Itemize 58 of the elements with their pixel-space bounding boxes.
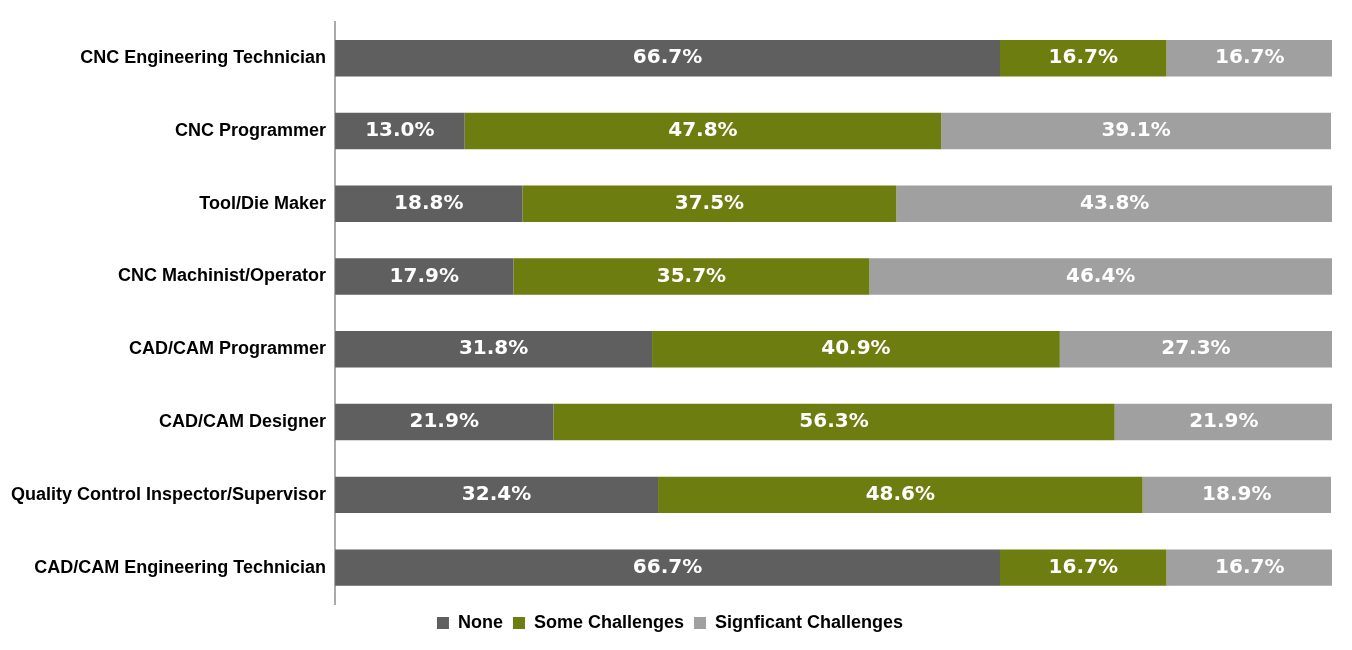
data-label: 16.7% — [1215, 44, 1285, 69]
data-label: 27.3% — [1161, 335, 1231, 360]
bar — [1114, 403, 1332, 441]
data-label: 18.8% — [394, 189, 464, 214]
data-label: 47.8% — [668, 117, 738, 142]
data-label: 13.0% — [365, 117, 435, 142]
y-tick-label: CAD/CAM Designer — [159, 411, 327, 432]
bar — [658, 476, 1143, 514]
bar — [335, 403, 554, 441]
bar — [335, 549, 1001, 586]
data-label: 56.3% — [799, 408, 869, 433]
data-label: 35.7% — [656, 262, 727, 287]
data-label: 43.8% — [1079, 189, 1150, 214]
bar — [335, 39, 1001, 77]
bar — [335, 258, 514, 295]
bar — [941, 112, 1331, 150]
data-label: 21.9% — [409, 408, 479, 433]
y-tick-label: Tool/Die Maker — [199, 192, 327, 213]
bar — [335, 331, 653, 368]
bar — [464, 112, 942, 150]
bar — [1166, 39, 1332, 77]
data-label: 18.9% — [1202, 481, 1272, 506]
data-label: 16.7% — [1215, 553, 1285, 578]
data-label: 16.7% — [1048, 553, 1118, 578]
bar — [1000, 39, 1167, 77]
bar — [1000, 549, 1167, 586]
data-label: 48.6% — [865, 481, 936, 506]
bar — [1166, 549, 1332, 586]
y-tick-label: CNC Machinist/Operator — [118, 265, 327, 286]
data-label: 66.7% — [632, 553, 703, 578]
bar — [652, 331, 1060, 368]
y-tick-label: CNC Programmer — [175, 119, 327, 140]
y-tick-label: CAD/CAM Programmer — [129, 338, 327, 359]
bar — [1059, 331, 1332, 368]
bar — [896, 185, 1332, 222]
legend-label: Signficant Challenges — [715, 611, 904, 632]
bar — [335, 476, 659, 514]
y-tick-label: Quality Control Inspector/Supervisor — [10, 483, 327, 504]
data-label: 16.7% — [1048, 44, 1118, 69]
data-label: 39.1% — [1101, 117, 1171, 142]
legend-label: None — [457, 611, 503, 632]
data-label: 32.4% — [461, 481, 532, 506]
bar — [522, 185, 897, 222]
data-label: 46.4% — [1066, 262, 1136, 287]
data-label: 40.9% — [821, 335, 891, 360]
data-label: 21.9% — [1189, 408, 1259, 433]
bar — [869, 258, 1332, 295]
bar — [335, 185, 523, 222]
data-label: 37.5% — [674, 189, 745, 214]
legend-label: Some Challenges — [533, 611, 685, 632]
bar — [1142, 476, 1331, 514]
bar — [553, 403, 1115, 441]
data-label: 31.8% — [458, 335, 529, 360]
y-tick-label: CNC Engineering Technician — [80, 47, 327, 68]
bar — [513, 258, 870, 295]
data-label: 17.9% — [389, 262, 459, 287]
y-tick-label: CAD/CAM Engineering Technician — [34, 556, 327, 577]
data-label: 66.7% — [632, 44, 703, 69]
